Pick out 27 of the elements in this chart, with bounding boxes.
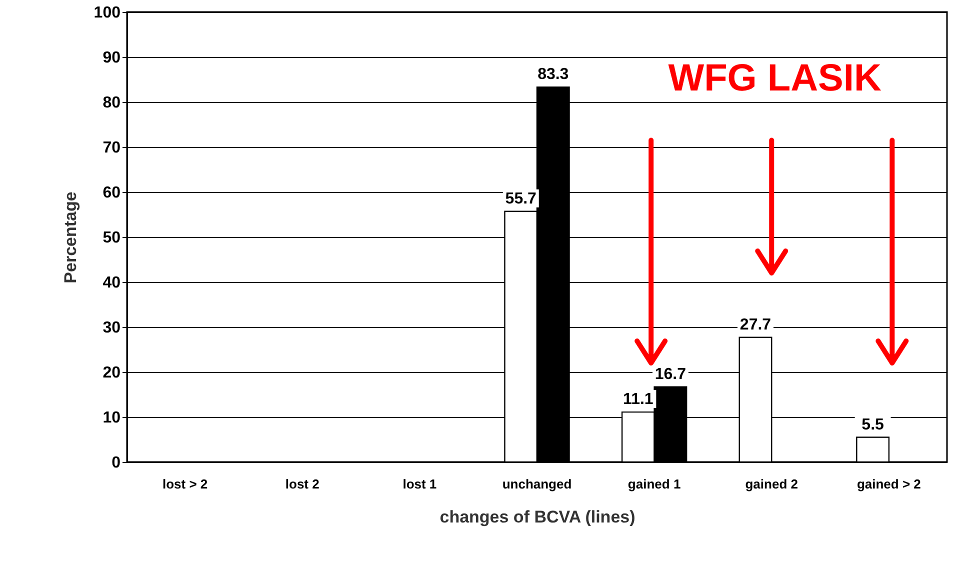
data-label: 11.1 bbox=[623, 391, 654, 408]
data-label: 5.5 bbox=[862, 416, 884, 434]
y-tick-label: 20 bbox=[102, 364, 121, 382]
y-axis-title: Percentage bbox=[60, 192, 80, 284]
x-tick-label: unchanged bbox=[502, 476, 572, 492]
y-tick-label: 50 bbox=[102, 230, 121, 246]
y-tick-label: 60 bbox=[102, 184, 121, 202]
data-label: 16.7 bbox=[654, 366, 686, 383]
x-tick-label: gained 1 bbox=[628, 476, 681, 492]
data-label: 83.3 bbox=[538, 66, 569, 84]
x-tick-label: gained > 2 bbox=[856, 476, 921, 492]
x-tick-label: lost > 2 bbox=[162, 476, 208, 492]
y-tick-label: 70 bbox=[102, 140, 121, 156]
y-tick-label: 0 bbox=[112, 454, 121, 472]
x-tick-label: lost 1 bbox=[402, 476, 437, 492]
y-tick-label: 100 bbox=[94, 4, 121, 22]
x-axis-title: changes of BCVA (lines) bbox=[440, 508, 636, 526]
y-tick-label: 10 bbox=[102, 410, 121, 426]
y-tick-label: 90 bbox=[102, 50, 121, 66]
x-tick-label: gained 2 bbox=[745, 476, 798, 492]
data-label: 55.7 bbox=[505, 190, 537, 208]
x-tick-label: lost 2 bbox=[285, 476, 320, 492]
y-tick-label: 30 bbox=[102, 320, 121, 336]
annotation: WFG LASIK bbox=[668, 58, 882, 100]
y-tick-label: 40 bbox=[102, 274, 121, 292]
data-label: 27.7 bbox=[740, 316, 772, 334]
y-tick-label: 80 bbox=[102, 94, 121, 112]
